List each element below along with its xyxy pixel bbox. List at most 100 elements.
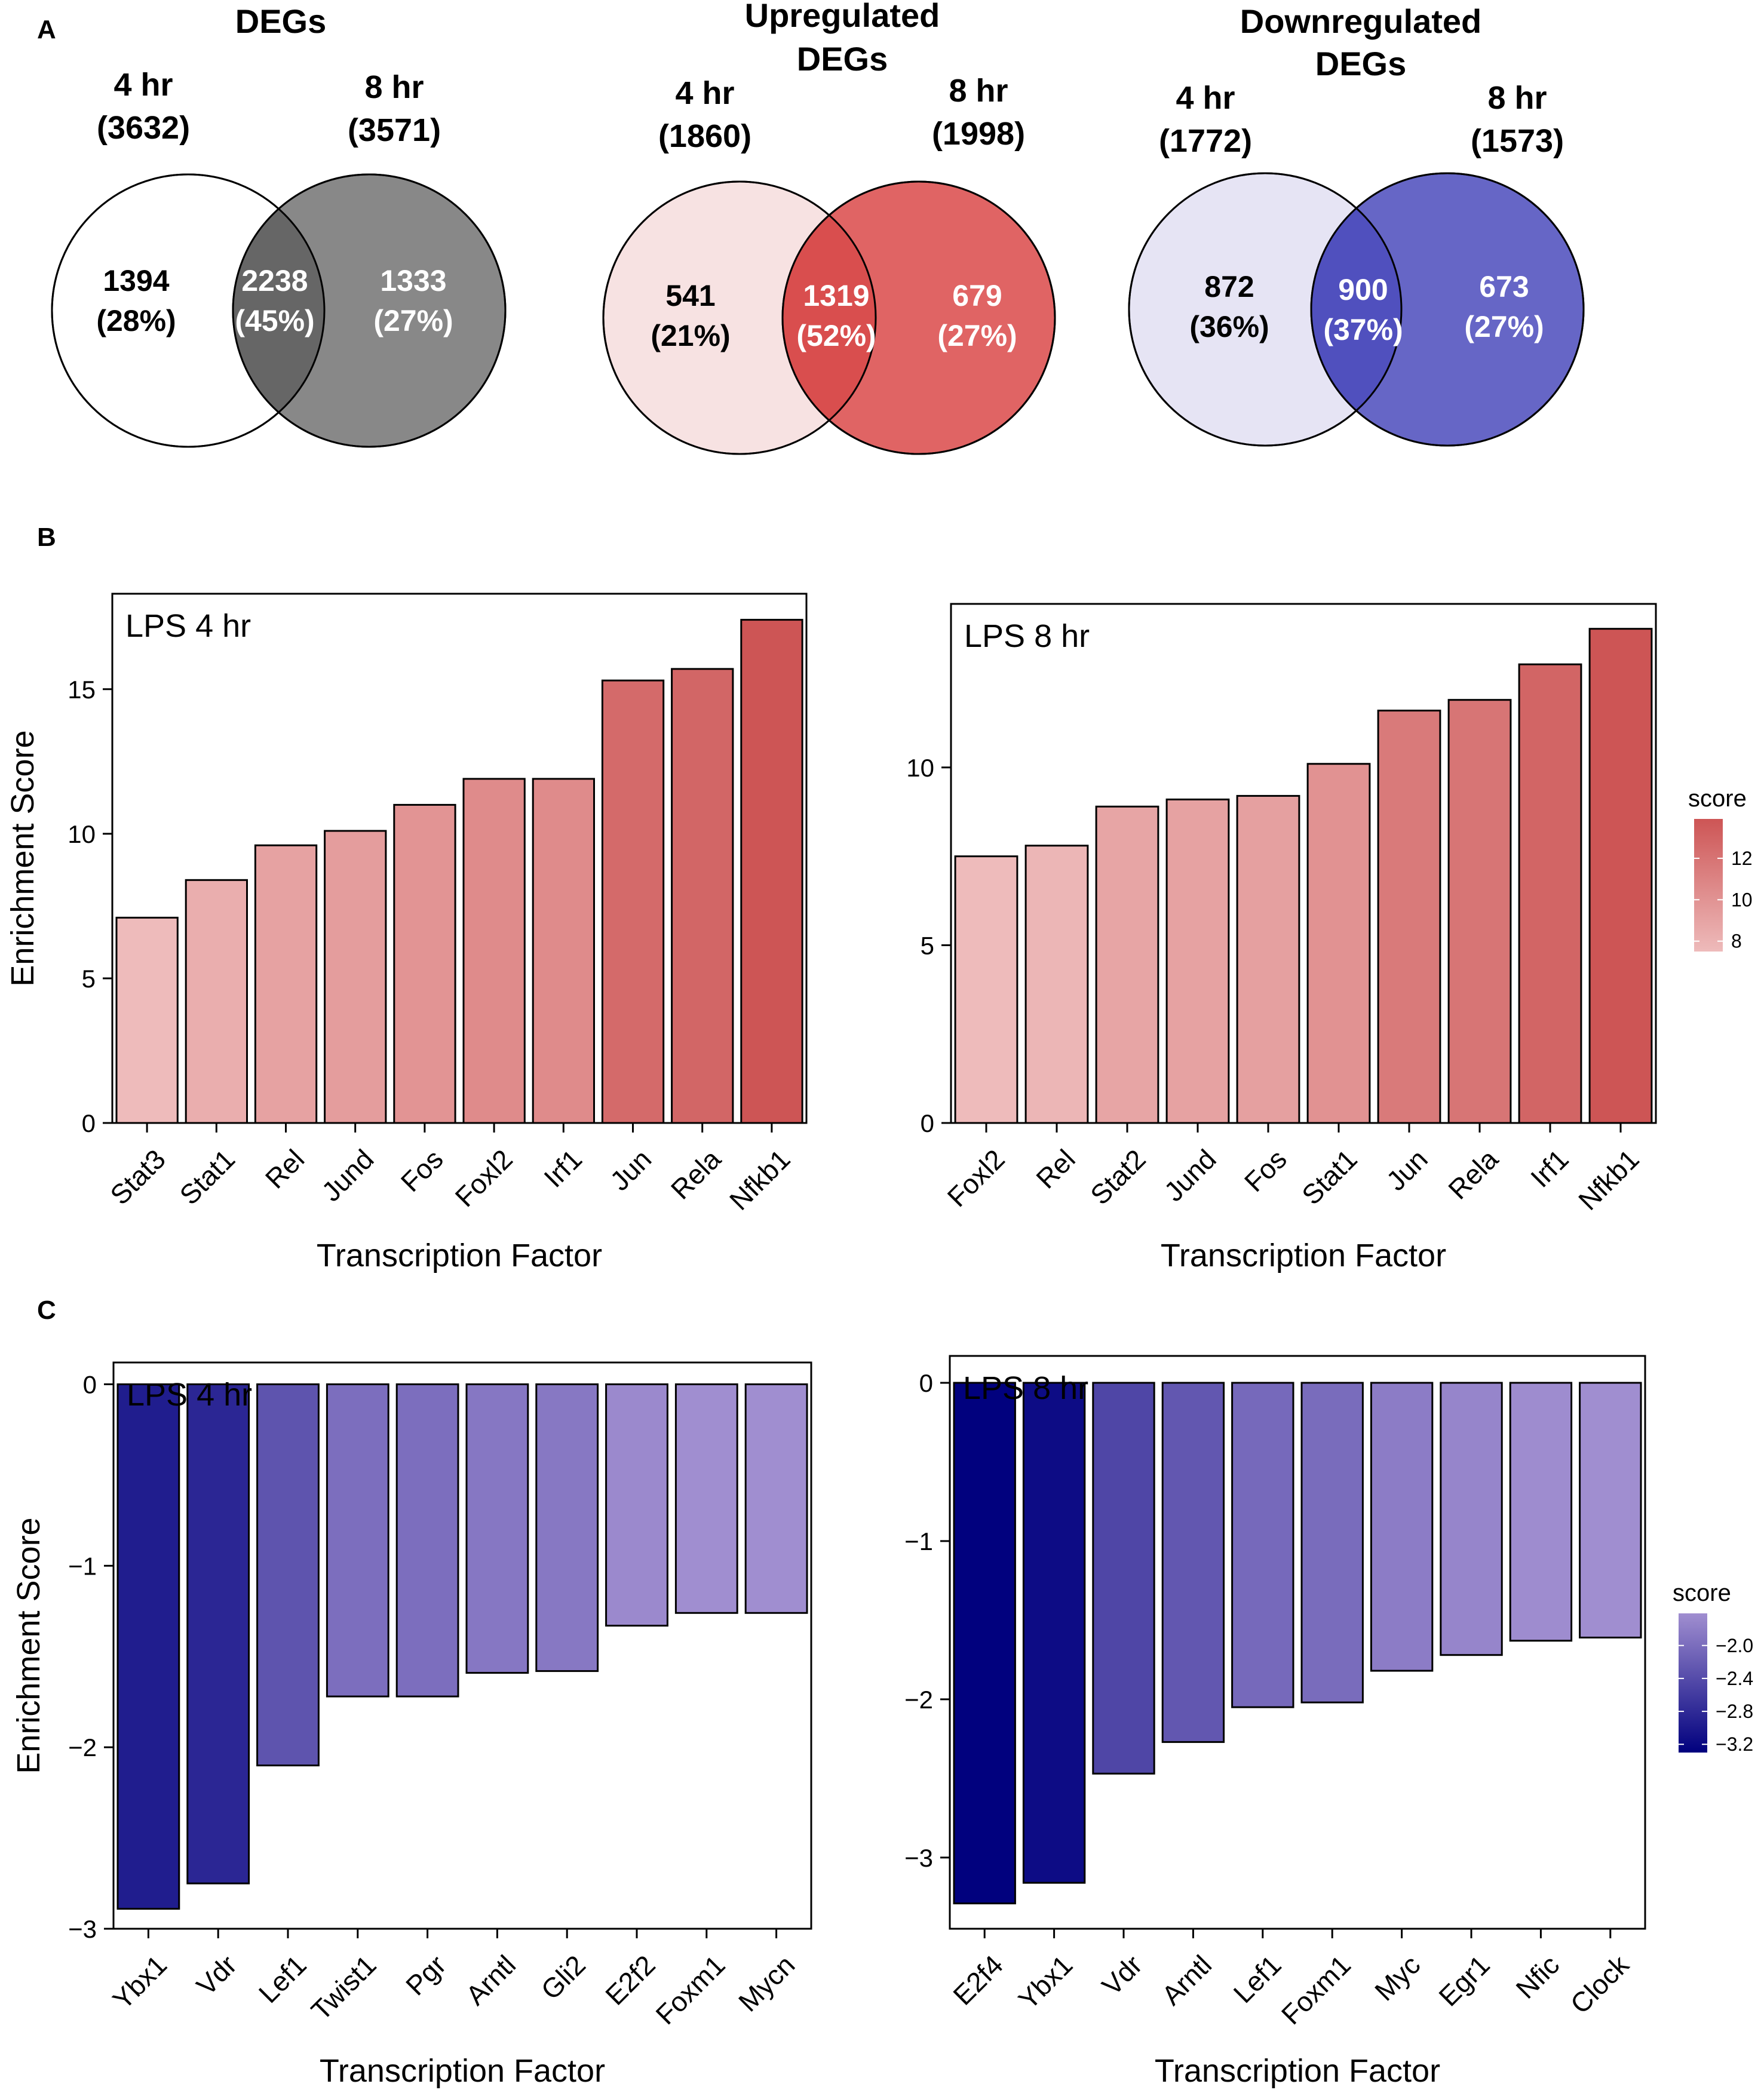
- x-axis-title: Transcription Factor: [320, 2053, 605, 2089]
- bar-foxl2: [462, 778, 526, 1124]
- legend-colorbar: [1694, 819, 1723, 952]
- venn-down-title-line2: DEGs: [1315, 45, 1407, 82]
- venn-upregulated: Upregulated DEGs 4 hr (1860) 8 hr (1998)…: [602, 0, 1056, 455]
- bar-jund: [1165, 798, 1230, 1124]
- venn-down-count-4hr: (1772): [1159, 123, 1252, 159]
- venn-degs-label-8hr: 8 hr: [364, 69, 424, 105]
- bar-lef1: [256, 1383, 320, 1767]
- venn-degs-only-8hr: 1333: [380, 264, 446, 297]
- x-tick-label-jun: Jun: [604, 1143, 657, 1196]
- y-tick-label: 0: [919, 1369, 933, 1397]
- venn-degs-only-4hr-pct: (28%): [96, 304, 176, 337]
- venn-up-label-4hr: 4 hr: [675, 75, 734, 111]
- bar-clock: [1579, 1382, 1642, 1638]
- bar-ybx1: [116, 1383, 180, 1910]
- x-tick-label-foxm1: Foxm1: [649, 1949, 731, 2030]
- bar-rela: [1447, 699, 1512, 1124]
- x-tick-label-stat1: Stat1: [1296, 1143, 1363, 1211]
- bar-fos: [393, 803, 456, 1124]
- bar-ybx1: [1022, 1382, 1086, 1884]
- venn-up-only-8hr-pct: (27%): [937, 319, 1017, 352]
- legend-tick-label: −2.4: [1716, 1668, 1753, 1689]
- y-tick-label: −3: [904, 1844, 933, 1872]
- legend-colorbar: [1679, 1613, 1707, 1753]
- bar-stat1: [1306, 763, 1371, 1124]
- venn-up-title-line1: Upregulated: [745, 0, 940, 34]
- x-tick-label-egr1: Egr1: [1432, 1949, 1495, 2012]
- venn-degs: DEGs 4 hr (3632) 8 hr (3571) 1394 (28%) …: [51, 2, 507, 448]
- x-tick-label-jund: Jund: [1158, 1143, 1222, 1207]
- legend-tick-label: −2.0: [1716, 1635, 1753, 1656]
- y-tick-label: −3: [68, 1915, 97, 1943]
- x-tick-label-clock: Clock: [1564, 1948, 1636, 2020]
- bar-foxm1: [1300, 1382, 1364, 1704]
- venn-up-only-4hr-pct: (21%): [651, 319, 730, 352]
- x-tick-label-nfkb1: Nfkb1: [723, 1143, 796, 1216]
- chart-b-lps-4hr: Stat3 Stat1 Rel Jund Fos Foxl2 Irf1 Jun RelaNfkb…: [5, 593, 808, 1273]
- plot-title: LPS 4 hr: [125, 608, 251, 644]
- venn-up-title-line2: DEGs: [797, 40, 888, 78]
- x-tick-label-irf1: Irf1: [1524, 1143, 1575, 1193]
- x-tick-label-arntl: Arntl: [460, 1949, 522, 2011]
- x-axis-title: Transcription Factor: [1161, 1238, 1446, 1273]
- y-tick-label: 0: [82, 1109, 96, 1137]
- y-axis-title: Enrichment Score: [11, 1517, 47, 1773]
- y-tick-label: 15: [68, 676, 96, 704]
- y-tick-label: 0: [921, 1109, 934, 1137]
- venn-down-overlap-pct: (37%): [1323, 313, 1403, 346]
- x-tick-label-vdr: Vdr: [1096, 1949, 1148, 2001]
- bar-stat2: [1095, 805, 1159, 1124]
- x-tick-label-pgr: Pgr: [400, 1949, 452, 2001]
- x-tick-label-foxm1: Foxm1: [1275, 1949, 1357, 2030]
- bar-rel: [254, 844, 318, 1124]
- legend-tick-label: 12: [1731, 848, 1753, 869]
- venn-down-only-4hr: 872: [1204, 270, 1254, 303]
- y-tick-label: 0: [83, 1370, 97, 1398]
- venn-up-label-8hr: 8 hr: [949, 73, 1008, 109]
- bar-lef1: [1231, 1382, 1294, 1708]
- x-tick-label-rel: Rel: [1030, 1143, 1081, 1195]
- bar-rel: [1024, 845, 1089, 1124]
- x-tick-label-stat1: Stat1: [173, 1143, 241, 1211]
- venn-up-only-8hr: 679: [952, 279, 1002, 312]
- y-tick-label: 10: [906, 754, 934, 782]
- bar-foxl2: [954, 855, 1018, 1124]
- x-tick-label-nfic: Nfic: [1510, 1949, 1565, 2005]
- plot-title: LPS 8 hr: [964, 618, 1090, 654]
- venn-up-overlap: [783, 182, 876, 454]
- bar-egr1: [1440, 1382, 1503, 1656]
- y-tick-label: 5: [82, 965, 96, 993]
- x-tick-label-myc: Myc: [1369, 1949, 1426, 2006]
- venn-down-label-8hr: 8 hr: [1487, 80, 1547, 116]
- x-tick-label-jun: Jun: [1380, 1143, 1434, 1196]
- venn-up-overlap-count: 1319: [803, 279, 869, 312]
- x-tick-label-stat2: Stat2: [1084, 1143, 1152, 1211]
- venn-down-only-4hr-pct: (36%): [1189, 310, 1269, 343]
- x-tick-label-foxl2: Foxl2: [449, 1143, 519, 1213]
- bar-mycn: [744, 1383, 808, 1614]
- y-tick-label: −2: [68, 1733, 97, 1762]
- bar-jun: [1377, 710, 1441, 1124]
- x-tick-label-foxl2: Foxl2: [941, 1143, 1011, 1213]
- bar-arntl: [1161, 1382, 1225, 1743]
- bar-e2f4: [953, 1382, 1016, 1905]
- legend-title: score: [1673, 1580, 1731, 1606]
- bar-pgr: [395, 1383, 459, 1698]
- panel-letter-a: A: [37, 15, 56, 44]
- legend-tick-label: 8: [1731, 931, 1742, 952]
- x-tick-label-jund: Jund: [315, 1143, 379, 1207]
- x-tick-label-lef1: Lef1: [1228, 1949, 1287, 2009]
- panel-letter-b: B: [37, 523, 56, 552]
- y-tick-label: −2: [904, 1686, 933, 1714]
- legend-tick-label: −2.8: [1716, 1701, 1753, 1722]
- x-tick-label-rela: Rela: [1442, 1143, 1504, 1205]
- bar-nfkb1: [740, 619, 803, 1124]
- bar-jund: [324, 830, 387, 1124]
- bar-irf1: [1518, 663, 1582, 1124]
- x-tick-label-arntl: Arntl: [1156, 1949, 1218, 2011]
- y-tick-label: −1: [68, 1552, 97, 1580]
- bar-gli2: [535, 1383, 599, 1672]
